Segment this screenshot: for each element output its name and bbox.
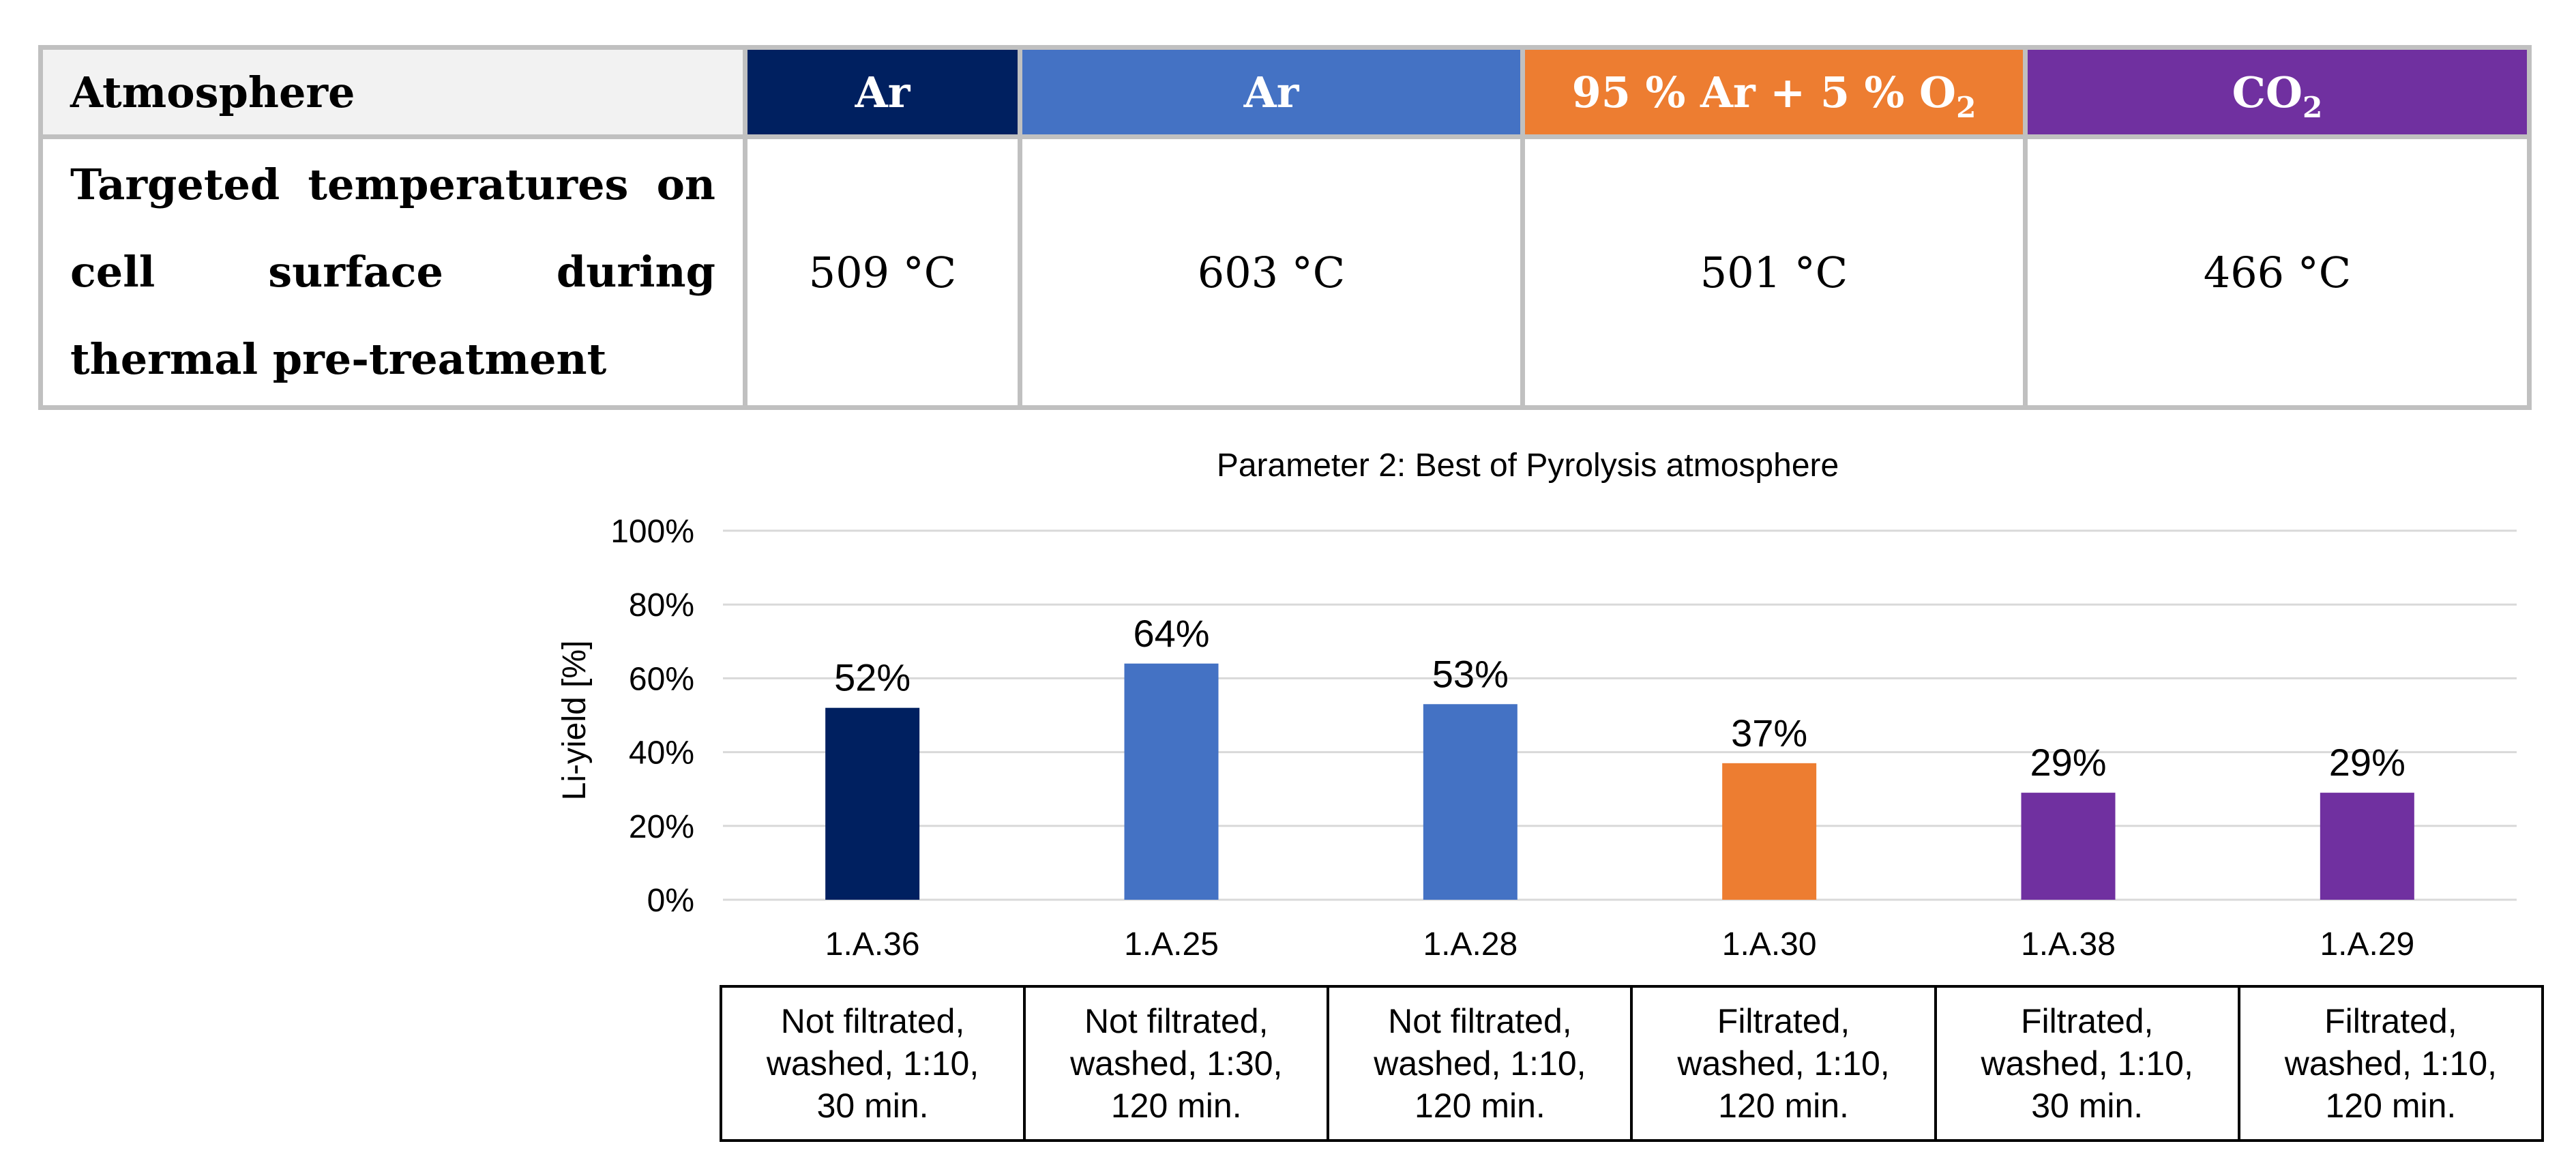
bar [2021,793,2116,900]
x-tick-label: 1.A.29 [2320,926,2414,962]
condition-cell: Filtrated, washed, 1:10, 30 min. [1934,985,2240,1142]
atmosphere-name: 95 % Ar + 5 % O [1571,67,1957,117]
condition-cell: Filtrated, washed, 1:10, 120 min. [2237,985,2545,1142]
temperature-cell-1: 509 °C [743,134,1022,410]
bar [825,707,920,900]
x-tick-label: 1.A.30 [1722,926,1817,962]
y-tick-label: 80% [629,587,694,623]
atmosphere-subscript: 2 [2303,89,2323,124]
condition-cell: Not filtrated, washed, 1:10, 30 min. [719,985,1026,1142]
temperature-row: Targeted temperatures on cell surface du… [38,134,2532,410]
y-tick-label: 40% [629,735,694,771]
condition-cell: Not filtrated, washed, 1:30, 120 min. [1023,985,1330,1142]
bar-value-label: 64% [1133,612,1209,655]
condition-cell: Filtrated, washed, 1:10, 120 min. [1630,985,1937,1142]
atmosphere-cell-2: Ar [1018,45,1525,139]
temperature-row-label: Targeted temperatures on cell surface du… [38,134,747,410]
conditions-table: Not filtrated, washed, 1:10, 30 min. Not… [719,985,2545,1142]
bar-value-labels: 52% 64% 53% 37% 29% 29% [834,612,2405,784]
atmosphere-name: Ar [1243,67,1299,117]
x-tick-label: 1.A.36 [825,926,920,962]
temperature-cell-2: 603 °C [1018,134,1525,410]
x-tick-label: 1.A.28 [1423,926,1518,962]
bar [1124,663,1219,900]
x-tick-label: 1.A.38 [2021,926,2116,962]
bar [1423,704,1518,900]
conditions-row: Not filtrated, washed, 1:10, 30 min. Not… [719,985,2545,1142]
bar-value-label: 29% [2030,741,2106,784]
temperature-cell-4: 466 °C [2023,134,2532,410]
atmosphere-cell-4: CO2 [2023,45,2532,139]
chart-title: Parameter 2: Best of Pyrolysis atmospher… [1217,447,1839,484]
atmosphere-subscript: 2 [1956,89,1977,124]
y-tick-label: 0% [647,883,694,919]
x-tick-label: 1.A.25 [1124,926,1219,962]
atmosphere-name: Ar [855,67,911,117]
atmosphere-cell-3: 95 % Ar + 5 % O2 [1520,45,2028,139]
bar-value-label: 52% [834,656,911,699]
bars [825,663,2414,900]
bar-value-label: 29% [2329,741,2405,784]
atmosphere-table: Atmosphere Ar Ar 95 % Ar + 5 % O2 CO2 Ta… [38,45,2532,410]
atmosphere-header-label: Atmosphere [38,45,747,139]
atmosphere-cell-1: Ar [743,45,1022,139]
y-axis-ticks: 0% 20% 40% 60% 80% 100% [610,514,694,919]
y-axis-label: Li-yield [%] [557,641,593,801]
atmosphere-row: Atmosphere Ar Ar 95 % Ar + 5 % O2 CO2 [38,45,2532,139]
li-yield-bar-chart: Parameter 2: Best of Pyrolysis atmospher… [557,447,2517,962]
bar [1722,763,1817,900]
y-tick-label: 20% [629,809,694,845]
bar-value-label: 53% [1432,652,1509,695]
y-tick-label: 100% [610,514,694,550]
atmosphere-name: CO [2232,67,2303,117]
x-axis-ticks: 1.A.36 1.A.25 1.A.28 1.A.30 1.A.38 1.A.29 [825,926,2414,962]
temperature-cell-3: 501 °C [1520,134,2028,410]
gridlines [723,529,2517,901]
condition-cell: Not filtrated, washed, 1:10, 120 min. [1327,985,1633,1142]
bar-value-label: 37% [1731,711,1807,754]
bar [2320,793,2414,900]
y-tick-label: 60% [629,661,694,697]
